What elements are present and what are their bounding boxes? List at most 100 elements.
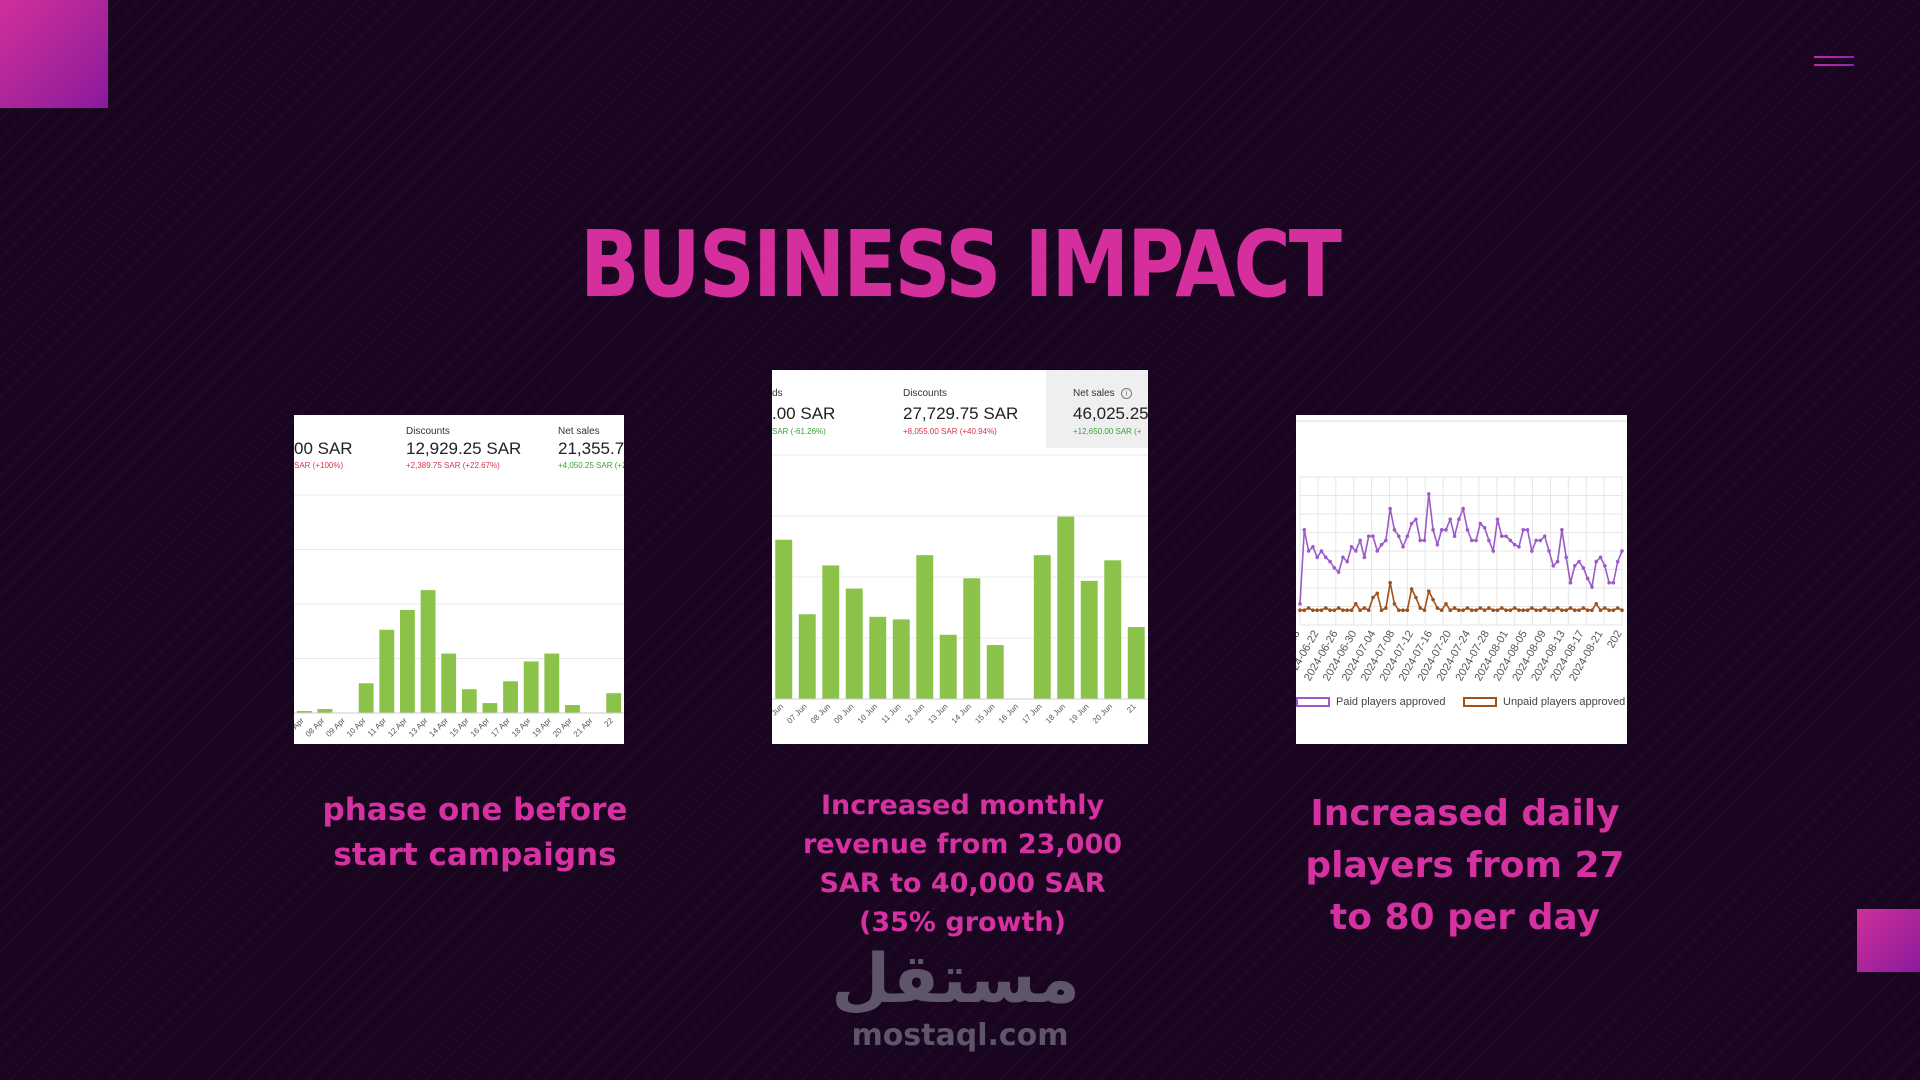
x-tick-label: Jun [772, 702, 785, 717]
data-point [1435, 542, 1440, 547]
data-point [1495, 608, 1500, 612]
data-point [1396, 534, 1401, 538]
data-point [1555, 606, 1560, 610]
data-point [1598, 608, 1603, 612]
data-point [1431, 528, 1435, 532]
bar [503, 681, 518, 713]
x-tick-label: 15 Apr [448, 716, 471, 739]
data-point [1487, 538, 1491, 543]
data-point [1572, 608, 1577, 612]
data-point [1465, 606, 1470, 610]
x-tick-label: 13 Apr [407, 716, 430, 739]
data-point [1401, 544, 1405, 549]
data-point [1474, 608, 1478, 612]
data-point [1315, 555, 1319, 560]
legend-swatch-paid [1296, 697, 1330, 707]
data-point [1328, 608, 1332, 612]
series-line-unpaid [1300, 582, 1623, 612]
data-point [1405, 534, 1410, 538]
data-point [1323, 606, 1328, 610]
data-point [1319, 608, 1324, 612]
data-point [1504, 608, 1508, 612]
bar [916, 555, 934, 699]
data-point [1341, 608, 1345, 612]
data-point [1336, 606, 1341, 610]
data-point [1315, 608, 1319, 612]
bar [845, 588, 863, 699]
data-point [1534, 538, 1538, 543]
data-point [1590, 585, 1594, 589]
x-tick-label: 13 Jun [926, 702, 949, 725]
data-point [1439, 528, 1444, 532]
x-tick-label: 07 Jun [785, 702, 808, 725]
legend-swatch-unpaid [1463, 697, 1497, 707]
partial-stat-label: ds [772, 388, 783, 399]
data-point [1508, 608, 1513, 612]
bar [441, 653, 457, 713]
data-point [1422, 538, 1427, 543]
data-point [1306, 606, 1311, 610]
data-point [1564, 608, 1568, 612]
x-tick-label: 18 Jun [1044, 702, 1067, 725]
data-point [1572, 564, 1577, 568]
data-point [1354, 549, 1358, 553]
data-point [1478, 521, 1483, 526]
menu-line [1814, 64, 1854, 66]
bar [963, 578, 981, 699]
slide-title: Business Impact [579, 212, 1342, 319]
data-point [1375, 591, 1380, 596]
data-point [1560, 608, 1564, 612]
data-point [1568, 580, 1573, 585]
data-point [1590, 608, 1594, 612]
caption-daily-players: Increased daily players from 27 to 80 pe… [1305, 793, 1625, 938]
data-point [1495, 517, 1500, 522]
x-tick-label: 19 Apr [530, 716, 553, 739]
x-tick-label: 16 Jun [997, 702, 1020, 725]
data-point [1512, 542, 1517, 547]
data-point [1469, 538, 1474, 543]
data-point [1336, 570, 1341, 574]
data-point [1409, 521, 1414, 526]
data-point [1603, 564, 1607, 568]
bar [986, 645, 1004, 699]
data-point [1401, 608, 1405, 612]
data-point [1354, 602, 1358, 606]
data-point [1577, 559, 1581, 564]
data-point [1375, 549, 1380, 553]
data-point [1362, 555, 1367, 560]
data-point [1388, 580, 1392, 585]
net-sales-value: 46,025.25 [1073, 404, 1148, 423]
discounts-label: Discounts [406, 426, 450, 437]
data-point [1396, 608, 1401, 612]
bar [775, 539, 793, 699]
data-point [1388, 506, 1392, 511]
partial-stat-value: .00 SAR [772, 404, 836, 423]
data-point [1448, 608, 1453, 612]
x-tick-label: 10 Apr [345, 716, 368, 739]
data-point [1547, 549, 1551, 553]
bar [523, 661, 539, 713]
bar-chart-growth: Jun 07 Jun 08 Jun 09 Jun 10 Jun 11 Jun 12 Jun 1… [772, 454, 1148, 725]
data-point [1319, 549, 1324, 553]
data-point [1405, 608, 1410, 612]
info-icon[interactable]: i [1121, 388, 1132, 399]
x-tick-label: 14 Jun [950, 702, 973, 725]
data-point [1611, 580, 1616, 585]
data-point [1499, 534, 1504, 538]
data-point [1607, 608, 1611, 612]
data-point [1418, 538, 1423, 543]
corner-accent-bottom-right [1857, 909, 1920, 972]
bar [869, 616, 887, 699]
data-point [1469, 608, 1474, 612]
data-point [1341, 555, 1345, 560]
data-point [1431, 597, 1435, 602]
data-point [1345, 608, 1350, 612]
data-point [1538, 608, 1543, 612]
x-tick-label: 18 Apr [510, 716, 533, 739]
legend-unpaid: Unpaid players approved [1503, 696, 1626, 708]
data-point [1482, 525, 1487, 530]
hamburger-menu-icon[interactable] [1812, 52, 1856, 74]
legend-paid: Paid players approved [1336, 696, 1446, 708]
bar [296, 711, 312, 713]
net-sales-delta: +4,050.25 SAR (+2 [558, 461, 624, 470]
